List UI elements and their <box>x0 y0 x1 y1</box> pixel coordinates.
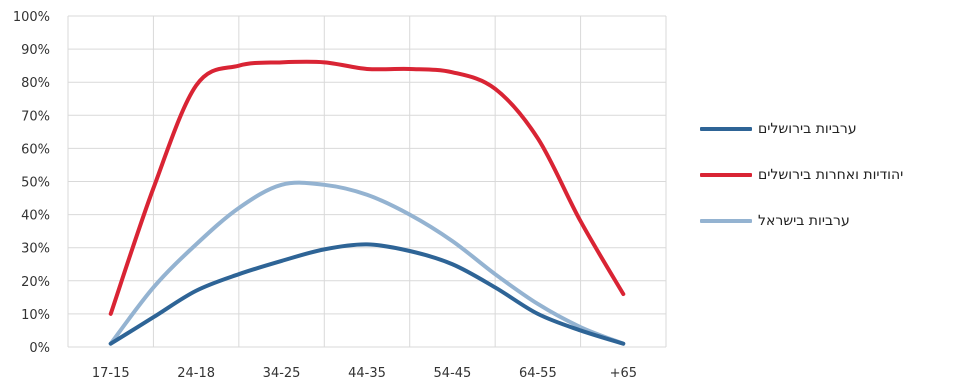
legend-item-jewish-jerusalem: יהודיות ואחרות בירושלים <box>700 164 955 186</box>
y-tick-label: 40% <box>21 209 50 224</box>
y-tick-label: 50% <box>21 176 50 191</box>
series-line-1 <box>108 59 626 316</box>
legend-item-arab-israel: ערביות בישראל <box>700 210 955 232</box>
legend-swatch-jewish-jerusalem <box>700 173 752 177</box>
x-tick-label: 34-25 <box>263 366 301 381</box>
y-tick-label: 20% <box>21 275 50 290</box>
y-tick-label: 70% <box>21 109 50 124</box>
legend-swatch-arab-jerusalem <box>700 127 752 131</box>
series-line-0 <box>108 242 626 346</box>
gridlines <box>67 15 667 348</box>
series-lines <box>108 59 626 346</box>
y-tick-label: 60% <box>21 142 50 157</box>
y-axis-ticks: 0% 10% 20% 30% 40% 50% 60% 70% 80% 90% 100% <box>13 10 50 356</box>
x-tick-label: +65 <box>610 366 637 381</box>
legend-label: ערביות בירושלים <box>758 121 857 137</box>
legend-swatch-arab-israel <box>700 219 752 223</box>
series-line-2 <box>108 180 626 346</box>
x-tick-label: 17-15 <box>92 366 130 381</box>
legend-label: ערביות בישראל <box>758 213 850 229</box>
x-tick-label: 24-18 <box>177 366 215 381</box>
y-tick-label: 90% <box>21 43 50 58</box>
x-axis-ticks: 17-15 24-18 34-25 44-35 54-45 64-55 +65 <box>92 366 637 381</box>
x-tick-label: 64-55 <box>519 366 557 381</box>
x-tick-label: 54-45 <box>434 366 472 381</box>
x-tick-label: 44-35 <box>348 366 386 381</box>
y-tick-label: 10% <box>21 308 50 323</box>
y-tick-label: 100% <box>13 10 50 25</box>
legend-item-arab-jerusalem: ערביות בירושלים <box>700 118 955 140</box>
y-tick-label: 30% <box>21 242 50 257</box>
y-tick-label: 0% <box>29 341 50 356</box>
legend-label: יהודיות ואחרות בירושלים <box>758 167 904 183</box>
y-tick-label: 80% <box>21 76 50 91</box>
legend: ערביות בירושלים יהודיות ואחרות בירושלים … <box>700 118 955 256</box>
